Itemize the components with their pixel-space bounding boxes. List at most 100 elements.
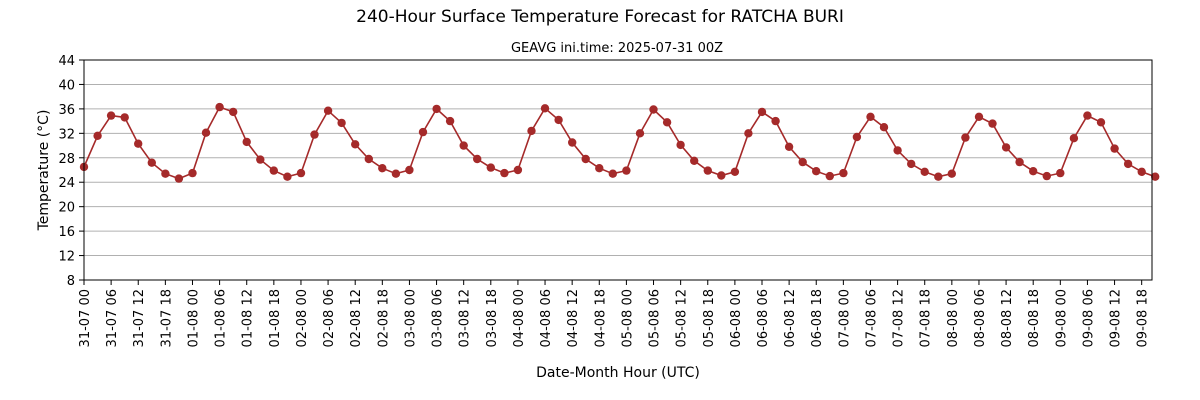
data-point bbox=[757, 107, 767, 117]
data-point bbox=[771, 116, 780, 126]
data-point bbox=[974, 112, 984, 122]
data-point bbox=[866, 112, 875, 122]
data-point bbox=[1069, 134, 1079, 143]
data-point bbox=[608, 169, 617, 178]
data-point bbox=[337, 118, 346, 128]
x-tick-label: 03-08 12 bbox=[458, 289, 473, 347]
data-point bbox=[283, 172, 292, 181]
x-tick-label: 07-08 18 bbox=[919, 289, 934, 347]
data-point bbox=[1083, 111, 1092, 120]
x-tick-label: 31-07 00 bbox=[78, 289, 93, 347]
data-point bbox=[798, 157, 807, 167]
data-point bbox=[1096, 118, 1106, 127]
y-tick-label: 16 bbox=[58, 225, 75, 240]
data-point bbox=[351, 140, 360, 149]
data-point bbox=[622, 166, 631, 175]
data-point bbox=[934, 172, 943, 181]
x-tick-label: 02-08 18 bbox=[376, 289, 391, 347]
data-point bbox=[527, 126, 536, 136]
x-tick-label: 01-08 18 bbox=[268, 289, 283, 347]
x-tick-label: 01-08 12 bbox=[241, 289, 256, 347]
data-point bbox=[703, 166, 712, 175]
data-point bbox=[595, 164, 604, 173]
data-point bbox=[554, 115, 563, 125]
data-point bbox=[269, 166, 278, 175]
x-tick-label: 03-08 18 bbox=[485, 289, 500, 347]
data-point bbox=[120, 113, 129, 122]
data-point bbox=[432, 104, 441, 114]
data-point bbox=[405, 165, 414, 175]
data-point bbox=[920, 167, 929, 176]
x-tick-label: 01-08 00 bbox=[186, 289, 201, 347]
x-tick-label: 04-08 12 bbox=[566, 289, 581, 347]
chart-subtitle: GEAVG ini.time: 2025-07-31 00Z bbox=[511, 41, 723, 56]
data-point bbox=[1001, 143, 1011, 152]
x-tick-label: 04-08 00 bbox=[512, 289, 527, 347]
x-tick-label: 06-08 00 bbox=[729, 289, 744, 347]
x-tick-label: 02-08 06 bbox=[322, 289, 337, 347]
data-point bbox=[513, 165, 523, 175]
data-point bbox=[1029, 167, 1038, 176]
x-tick-label: 05-08 18 bbox=[702, 289, 717, 347]
x-tick-label: 08-08 18 bbox=[1027, 289, 1042, 347]
x-axis-label: Date-Month Hour (UTC) bbox=[536, 365, 700, 381]
x-tick-label: 09-08 12 bbox=[1109, 289, 1124, 347]
x-tick-label: 31-07 18 bbox=[159, 289, 174, 347]
grid-lines bbox=[84, 59, 1152, 281]
x-tick-label: 07-08 00 bbox=[837, 289, 852, 347]
y-axis-label: Temperature (°C) bbox=[36, 110, 52, 232]
data-point bbox=[445, 116, 455, 126]
data-point bbox=[256, 155, 265, 164]
data-point bbox=[106, 111, 116, 120]
data-point bbox=[310, 130, 319, 139]
data-point bbox=[229, 107, 238, 117]
data-point bbox=[988, 119, 997, 128]
x-tick-label: 04-08 06 bbox=[539, 289, 554, 347]
x-tick-label: 06-08 06 bbox=[756, 289, 771, 347]
x-tick-label: 02-08 12 bbox=[349, 289, 364, 347]
x-tick-label: 08-08 12 bbox=[1000, 289, 1015, 347]
data-point bbox=[201, 128, 211, 137]
data-point bbox=[188, 168, 197, 178]
data-point bbox=[676, 140, 685, 150]
data-point bbox=[744, 129, 753, 138]
data-point bbox=[500, 168, 509, 178]
plot-frame bbox=[83, 59, 1153, 281]
y-tick-label: 44 bbox=[58, 54, 75, 69]
x-axis-ticks: 31-07 00 31-07 06 31-07 12 31-07 18 01-08 00… bbox=[78, 280, 1151, 347]
data-point bbox=[1123, 159, 1133, 169]
y-tick-label: 24 bbox=[58, 176, 75, 191]
data-point bbox=[907, 159, 916, 169]
y-tick-label: 36 bbox=[58, 103, 75, 118]
data-point bbox=[784, 142, 794, 151]
data-point bbox=[391, 169, 401, 178]
data-point bbox=[893, 146, 902, 155]
data-point bbox=[215, 102, 224, 112]
data-point bbox=[459, 141, 468, 150]
x-tick-label: 05-08 12 bbox=[675, 289, 690, 347]
data-point bbox=[839, 168, 848, 178]
data-point bbox=[1042, 171, 1052, 181]
chart-title: 240-Hour Surface Temperature Forecast fo… bbox=[356, 7, 844, 27]
data-point bbox=[296, 168, 306, 178]
x-tick-label: 31-07 12 bbox=[132, 289, 147, 347]
data-point bbox=[812, 167, 821, 176]
data-series bbox=[79, 102, 1160, 183]
data-point bbox=[730, 167, 740, 176]
data-point bbox=[323, 106, 333, 115]
data-point bbox=[1110, 144, 1119, 153]
data-point bbox=[690, 156, 699, 165]
x-tick-label: 01-08 06 bbox=[214, 289, 229, 347]
data-point bbox=[635, 129, 645, 138]
data-point bbox=[568, 138, 577, 147]
data-point bbox=[1151, 172, 1160, 181]
y-tick-label: 12 bbox=[58, 250, 75, 265]
data-point bbox=[581, 154, 590, 164]
x-tick-label: 04-08 18 bbox=[593, 289, 608, 347]
y-tick-label: 28 bbox=[58, 152, 75, 167]
x-tick-label: 06-08 12 bbox=[783, 289, 798, 347]
y-tick-label: 32 bbox=[58, 127, 75, 142]
x-tick-label: 08-08 06 bbox=[973, 289, 988, 347]
x-tick-label: 02-08 00 bbox=[295, 289, 310, 347]
data-point bbox=[1056, 168, 1065, 178]
